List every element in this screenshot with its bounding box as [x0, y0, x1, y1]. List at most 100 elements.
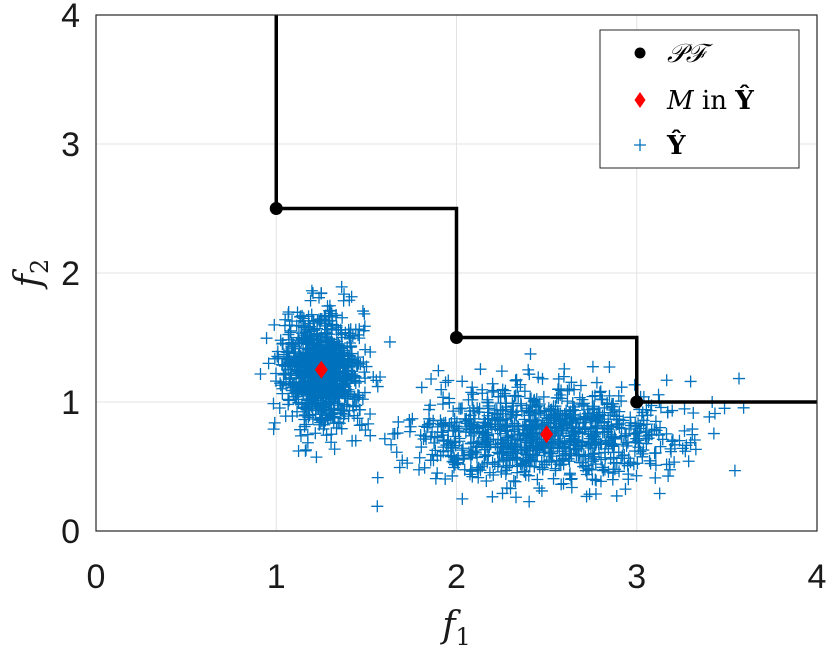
sample-point [583, 488, 596, 501]
sample-point [431, 431, 444, 444]
sample-point [577, 412, 590, 425]
sample-point [501, 461, 514, 474]
sample-point [339, 388, 352, 401]
sample-point [552, 383, 565, 396]
sample-point [481, 417, 494, 430]
sample-point [619, 483, 632, 496]
sample-point [547, 472, 560, 485]
sample-point [268, 318, 281, 331]
sample-point [542, 402, 555, 415]
sample-point [323, 403, 336, 416]
sample-point [589, 437, 602, 450]
sample-point [347, 400, 360, 413]
sample-point [450, 416, 463, 429]
x-tick-label: 0 [87, 558, 106, 596]
sample-point [613, 465, 626, 478]
sample-point [283, 394, 296, 407]
sample-point [396, 454, 409, 467]
sample-point [432, 364, 445, 377]
sample-point [431, 449, 444, 462]
sample-point [343, 349, 356, 362]
sample-point [445, 441, 458, 454]
sample-point [476, 387, 489, 400]
sample-point [456, 442, 469, 455]
sample-point [660, 427, 673, 440]
sample-point [356, 393, 369, 406]
sample-point [684, 375, 697, 388]
sample-point [491, 413, 504, 426]
sample-point [487, 469, 500, 481]
sample-point [660, 374, 673, 387]
sample-point [262, 357, 275, 370]
sample-point [358, 386, 371, 399]
sample-point [329, 389, 342, 402]
sample-point [568, 383, 581, 396]
sample-point [628, 378, 641, 391]
sample-point [279, 410, 292, 423]
sample-point [336, 404, 349, 417]
sample-point [526, 439, 539, 452]
sample-point [292, 381, 305, 394]
sample-point [437, 429, 450, 442]
sample-point [529, 433, 542, 446]
sample-point [393, 461, 406, 474]
sample-point [356, 305, 369, 318]
sample-point [435, 383, 448, 396]
sample-point [555, 384, 568, 397]
sample-point [282, 360, 295, 373]
sample-point [282, 328, 295, 341]
legend-label-mean-y: Ŷ [734, 84, 754, 116]
sample-point [478, 450, 491, 463]
sample-point [570, 417, 583, 430]
sample-point [518, 428, 531, 441]
sample-point [494, 422, 507, 435]
sample-point [576, 456, 589, 469]
sample-point [520, 402, 533, 415]
sample-point [622, 473, 635, 486]
sample-point [607, 397, 620, 410]
pareto-point [269, 202, 283, 215]
sample-point [304, 353, 317, 366]
sample-point [579, 450, 592, 463]
sample-point [364, 429, 377, 442]
sample-point [535, 484, 548, 497]
sample-point [602, 465, 615, 478]
sample-point [518, 385, 531, 398]
sample-point [603, 389, 616, 402]
sample-point [290, 375, 303, 388]
sample-point [649, 471, 662, 484]
sample-point [456, 375, 469, 388]
sample-point [324, 387, 337, 400]
sample-point [284, 357, 297, 370]
sample-point [588, 403, 601, 416]
sample-point [426, 448, 439, 461]
sample-point [336, 311, 349, 324]
legend-marker-mean [634, 92, 646, 108]
sample-point [312, 398, 325, 411]
sample-point [561, 395, 574, 408]
sample-point [499, 459, 512, 472]
sample-point [320, 429, 333, 442]
sample-point [313, 291, 326, 304]
sample-point [603, 360, 616, 373]
sample-point [310, 372, 323, 385]
sample-point [495, 365, 508, 378]
sample-point [608, 438, 621, 451]
sample-point [446, 469, 459, 482]
sample-point [359, 424, 372, 437]
sample-point [558, 436, 571, 449]
sample-point [635, 409, 648, 422]
sample-point [464, 464, 477, 477]
sample-point [586, 390, 599, 403]
sample-point [640, 403, 653, 416]
sample-point [594, 475, 607, 488]
sample-point [267, 423, 280, 436]
legend-label-mean-in: in [694, 86, 736, 116]
x-tick-label: 3 [627, 558, 646, 596]
sample-point [470, 440, 483, 453]
sample-point [344, 329, 357, 342]
sample-point [321, 334, 334, 347]
sample-point [524, 439, 537, 452]
sample-point [499, 389, 512, 402]
sample-point [530, 393, 543, 406]
